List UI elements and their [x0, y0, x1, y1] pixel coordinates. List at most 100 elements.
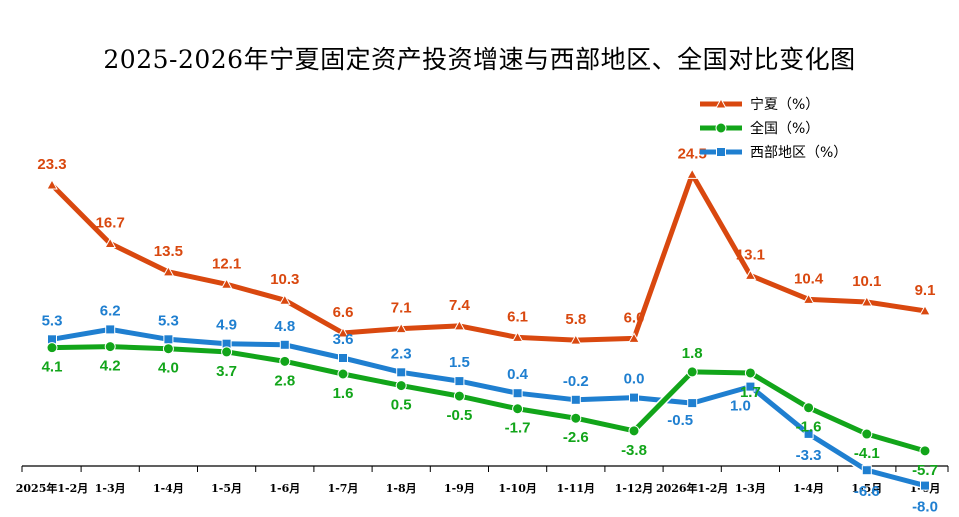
data-point — [105, 324, 116, 335]
data-point — [396, 367, 407, 378]
data-label: 23.3 — [37, 156, 66, 173]
series-line — [50, 171, 926, 343]
x-tick-label: 1-8月 — [386, 482, 417, 495]
data-point — [686, 168, 699, 179]
legend-marker — [716, 147, 726, 157]
data-label: 6.1 — [507, 308, 528, 325]
data-label: 4.2 — [100, 358, 121, 375]
data-label: -2.6 — [563, 429, 589, 446]
data-point — [338, 353, 348, 363]
data-label: 0.0 — [624, 371, 645, 388]
data-label: -3.8 — [621, 442, 647, 459]
data-label: -3.3 — [796, 447, 822, 464]
data-label: -0.5 — [446, 407, 472, 424]
legend-item: 宁夏（%） — [700, 96, 819, 113]
data-label: 4.1 — [42, 359, 63, 376]
data-label: 10.1 — [852, 273, 881, 290]
data-point — [512, 403, 524, 415]
data-point — [163, 334, 174, 345]
data-label: 16.7 — [96, 215, 125, 232]
data-label: 24.5 — [678, 145, 707, 162]
data-label: 5.3 — [158, 312, 179, 329]
data-point — [162, 343, 174, 355]
data-point — [861, 465, 872, 476]
data-point — [279, 355, 291, 367]
x-tick-label: 1-6月 — [269, 482, 300, 495]
data-label: 5.8 — [565, 311, 586, 328]
series-line — [51, 344, 926, 454]
data-label: 4.8 — [274, 318, 295, 335]
data-label: 12.1 — [212, 255, 241, 272]
data-label: 0.4 — [507, 366, 529, 383]
data-point — [279, 339, 290, 350]
legend-marker — [715, 122, 727, 134]
data-label: 7.4 — [449, 297, 471, 314]
data-label: 13.5 — [154, 243, 183, 260]
legend-item: 全国（%） — [700, 120, 819, 137]
data-point — [453, 390, 465, 402]
data-point — [220, 278, 233, 289]
data-point — [570, 394, 581, 405]
x-tick-label: 1-10月 — [498, 482, 537, 495]
series-1 — [46, 341, 931, 457]
x-tick-label: 1-11月 — [557, 482, 596, 495]
x-tick-label: 1-5月 — [211, 482, 242, 495]
legend-item: 西部地区（%） — [700, 145, 847, 161]
data-labels: 5.3 6.2 5.3 4.9 4.8 3.6 2.3 1.5 0.4 -0.2 0.0 -0.5 1.… — [37, 145, 938, 515]
data-label: 5.3 — [42, 312, 63, 329]
data-label: 3.6 — [333, 331, 354, 348]
data-label: -0.5 — [667, 412, 693, 429]
data-label: 0.5 — [391, 397, 412, 414]
x-tick-label: 1-4月 — [153, 482, 184, 495]
legend-label: 全国（%） — [750, 120, 819, 137]
data-label: 9.1 — [915, 282, 936, 299]
data-point — [628, 332, 640, 343]
data-point — [920, 480, 930, 491]
data-point — [46, 342, 58, 354]
x-tick-label: 1-3月 — [735, 482, 766, 495]
data-point — [570, 412, 582, 424]
data-label: 1.7 — [740, 384, 761, 401]
legend: 宁夏（%） 全国（%） 西部地区（%） — [700, 96, 847, 161]
data-label: -1.6 — [796, 419, 822, 436]
data-point — [803, 428, 814, 439]
data-label: 6.2 — [100, 302, 121, 319]
data-point — [104, 341, 116, 353]
data-label: 1.8 — [682, 345, 703, 362]
x-tick-label: 1-3月 — [95, 482, 126, 495]
data-point — [802, 293, 815, 304]
data-point — [395, 380, 407, 392]
data-point — [278, 294, 291, 305]
x-tick-label: 2026年1-2月 — [656, 481, 729, 495]
x-axis: 2025年1-2月 1-3月 1-4月 1-5月 1-6月 1-7月 1-8月 1-9月 1-1… — [16, 465, 949, 495]
data-label: -1.7 — [505, 420, 531, 437]
x-tick-label: 1-4月 — [793, 482, 824, 495]
data-point — [745, 381, 756, 392]
data-point — [453, 319, 466, 331]
data-label: 10.3 — [270, 271, 299, 288]
data-point — [744, 269, 757, 280]
data-label: -5.7 — [912, 462, 938, 479]
data-point — [919, 445, 931, 457]
data-label: 3.7 — [216, 363, 237, 380]
data-point — [744, 367, 756, 379]
data-label: 4.9 — [216, 317, 237, 334]
data-point — [629, 392, 639, 403]
legend-label: 宁夏（%） — [750, 96, 819, 113]
data-point — [628, 425, 640, 437]
data-label: 4.0 — [158, 360, 179, 377]
data-label: 13.1 — [736, 246, 765, 263]
x-tick-label: 1-9月 — [444, 482, 475, 495]
data-point — [686, 366, 698, 378]
data-label: -8.0 — [912, 499, 938, 516]
series-2 — [47, 324, 930, 491]
data-label: -4.1 — [854, 445, 880, 462]
data-label: 1.5 — [449, 354, 470, 371]
data-point — [337, 368, 349, 380]
legend-marker — [715, 97, 727, 109]
series-line — [51, 326, 926, 489]
data-point — [46, 179, 58, 190]
x-tick-label: 1-7月 — [328, 482, 359, 495]
data-label: 6.6 — [333, 304, 354, 321]
